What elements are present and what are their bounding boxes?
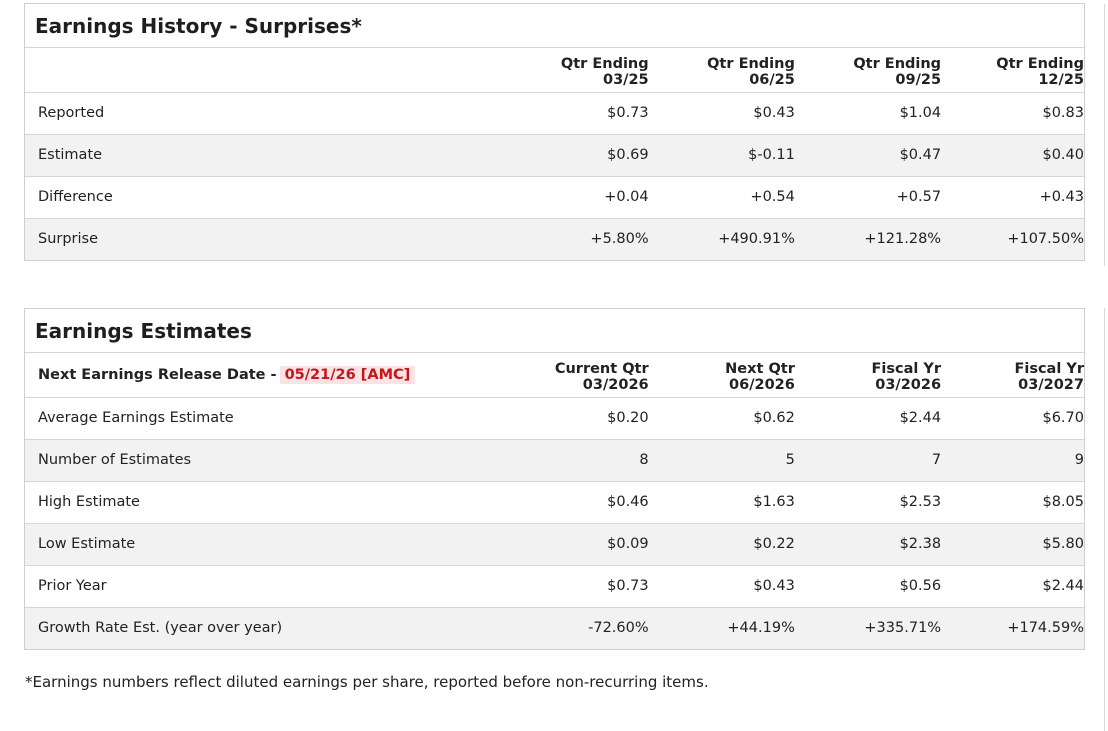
- column-header-qtr-2: Qtr Ending 06/25: [707, 55, 795, 88]
- table-header-row: Qtr Ending 03/25 Qtr Ending 06/25 Qtr Endi…: [25, 48, 1084, 92]
- value-cell: -72.60%: [588, 620, 649, 637]
- row-label: Average Earnings Estimate: [38, 410, 234, 426]
- row-label: Surprise: [38, 231, 99, 248]
- table-header-row: Next Earnings Release Date -05/21/26 [AM…: [25, 353, 1084, 397]
- column-header-qtr-1: Qtr Ending 03/25: [560, 55, 649, 88]
- value-cell: $0.73: [607, 105, 649, 121]
- earnings-estimates-table: Next Earnings Release Date -05/21/26 [AM…: [25, 353, 1084, 649]
- row-label: Difference: [38, 189, 113, 205]
- value-cell: $-0.11: [748, 147, 795, 163]
- value-cell: +0.04: [604, 189, 649, 205]
- value-cell: $2.44: [899, 410, 942, 426]
- value-cell: +0.57: [896, 189, 942, 205]
- earnings-footnote: *Earnings numbers reflect diluted earnin…: [25, 673, 709, 691]
- value-cell: $2.44: [1042, 578, 1084, 594]
- table-row-estimate: Estimate $0.69 $-0.11 $0.47 $0.40: [25, 134, 1084, 176]
- value-cell: $0.22: [753, 536, 795, 552]
- value-cell: $0.69: [607, 147, 649, 163]
- value-cell: $0.20: [607, 410, 649, 426]
- table-row-prior-year: Prior Year $0.73 $0.43 $0.56 $2.44: [25, 565, 1084, 607]
- value-cell: $0.09: [607, 536, 649, 552]
- value-cell: $0.62: [753, 410, 795, 426]
- row-label: High Estimate: [38, 494, 140, 510]
- value-cell: $0.56: [899, 578, 942, 594]
- scroll-edge-divider: [1104, 4, 1105, 266]
- row-label: Low Estimate: [38, 536, 136, 552]
- value-cell: $0.40: [1042, 147, 1084, 163]
- row-label: Prior Year: [38, 578, 107, 594]
- earnings-history-title: Earnings History - Surprises*: [25, 4, 1084, 48]
- table-row-number-of-estimates: Number of Estimates 8 5 7 9: [25, 439, 1084, 481]
- value-cell: +174.59%: [1007, 620, 1084, 637]
- value-cell: +107.50%: [1007, 231, 1084, 248]
- next-release-header: Next Earnings Release Date -05/21/26 [AM…: [25, 353, 502, 397]
- value-cell: $1.04: [899, 105, 942, 121]
- header-blank-cell: [25, 48, 502, 92]
- value-cell: +490.91%: [718, 231, 795, 248]
- value-cell: +44.19%: [727, 620, 795, 637]
- table-row-reported: Reported $0.73 $0.43 $1.04 $0.83: [25, 92, 1084, 134]
- value-cell: $5.80: [1042, 536, 1084, 552]
- earnings-history-panel: Earnings History - Surprises* Qtr Ending…: [24, 3, 1085, 261]
- value-cell: +5.80%: [590, 231, 649, 248]
- row-label: Growth Rate Est. (year over year): [38, 620, 283, 637]
- scroll-edge-divider: [1104, 308, 1105, 731]
- value-cell: 8: [639, 452, 649, 468]
- value-cell: +335.71%: [864, 620, 942, 637]
- column-header-qtr-4: Qtr Ending 12/25: [996, 55, 1084, 88]
- value-cell: 5: [785, 452, 795, 468]
- value-cell: $1.63: [753, 494, 795, 510]
- value-cell: 7: [931, 452, 942, 468]
- value-cell: +0.54: [750, 189, 795, 205]
- table-row-low-estimate: Low Estimate $0.09 $0.22 $2.38 $5.80: [25, 523, 1084, 565]
- row-label: Number of Estimates: [38, 452, 192, 468]
- row-label: Reported: [38, 105, 105, 121]
- column-header-fiscal-yr-1: Fiscal Yr 03/2026: [871, 360, 942, 393]
- value-cell: 9: [1074, 452, 1084, 468]
- value-cell: $8.05: [1042, 494, 1084, 510]
- value-cell: $0.43: [753, 105, 795, 121]
- column-header-next-qtr: Next Qtr 06/2026: [725, 360, 795, 393]
- value-cell: $2.53: [899, 494, 942, 510]
- earnings-history-table: Qtr Ending 03/25 Qtr Ending 06/25 Qtr Endi…: [25, 48, 1084, 260]
- table-row-growth-rate: Growth Rate Est. (year over year) -72.60…: [25, 607, 1084, 649]
- value-cell: $0.47: [899, 147, 942, 163]
- value-cell: $0.43: [753, 578, 795, 594]
- earnings-estimates-panel: Earnings Estimates Next Earnings Release…: [24, 308, 1085, 650]
- table-row-high-estimate: High Estimate $0.46 $1.63 $2.53 $8.05: [25, 481, 1084, 523]
- value-cell: $2.38: [899, 536, 942, 552]
- value-cell: +121.28%: [864, 231, 942, 248]
- table-row-difference: Difference +0.04 +0.54 +0.57 +0.43: [25, 176, 1084, 218]
- row-label: Estimate: [38, 147, 103, 163]
- column-header-qtr-3: Qtr Ending 09/25: [853, 55, 942, 88]
- column-header-current-qtr: Current Qtr 03/2026: [554, 360, 649, 393]
- column-header-fiscal-yr-2: Fiscal Yr 03/2027: [1014, 360, 1084, 393]
- value-cell: +0.43: [1039, 189, 1084, 205]
- value-cell: $0.73: [607, 578, 649, 594]
- next-release-date-badge: 05/21/26 [AMC]: [279, 365, 416, 384]
- earnings-estimates-title: Earnings Estimates: [25, 309, 1084, 353]
- value-cell: $0.46: [607, 494, 649, 510]
- table-row-average-estimate: Average Earnings Estimate $0.20 $0.62 $2…: [25, 397, 1084, 439]
- table-row-surprise: Surprise +5.80% +490.91% +121.28% +107.5…: [25, 218, 1084, 260]
- value-cell: $0.83: [1042, 105, 1084, 121]
- next-release-label: Next Earnings Release Date -: [38, 366, 277, 383]
- value-cell: $6.70: [1042, 410, 1084, 426]
